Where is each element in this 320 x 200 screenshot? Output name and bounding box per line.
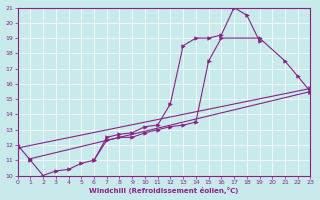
X-axis label: Windchill (Refroidissement éolien,°C): Windchill (Refroidissement éolien,°C) xyxy=(89,187,239,194)
